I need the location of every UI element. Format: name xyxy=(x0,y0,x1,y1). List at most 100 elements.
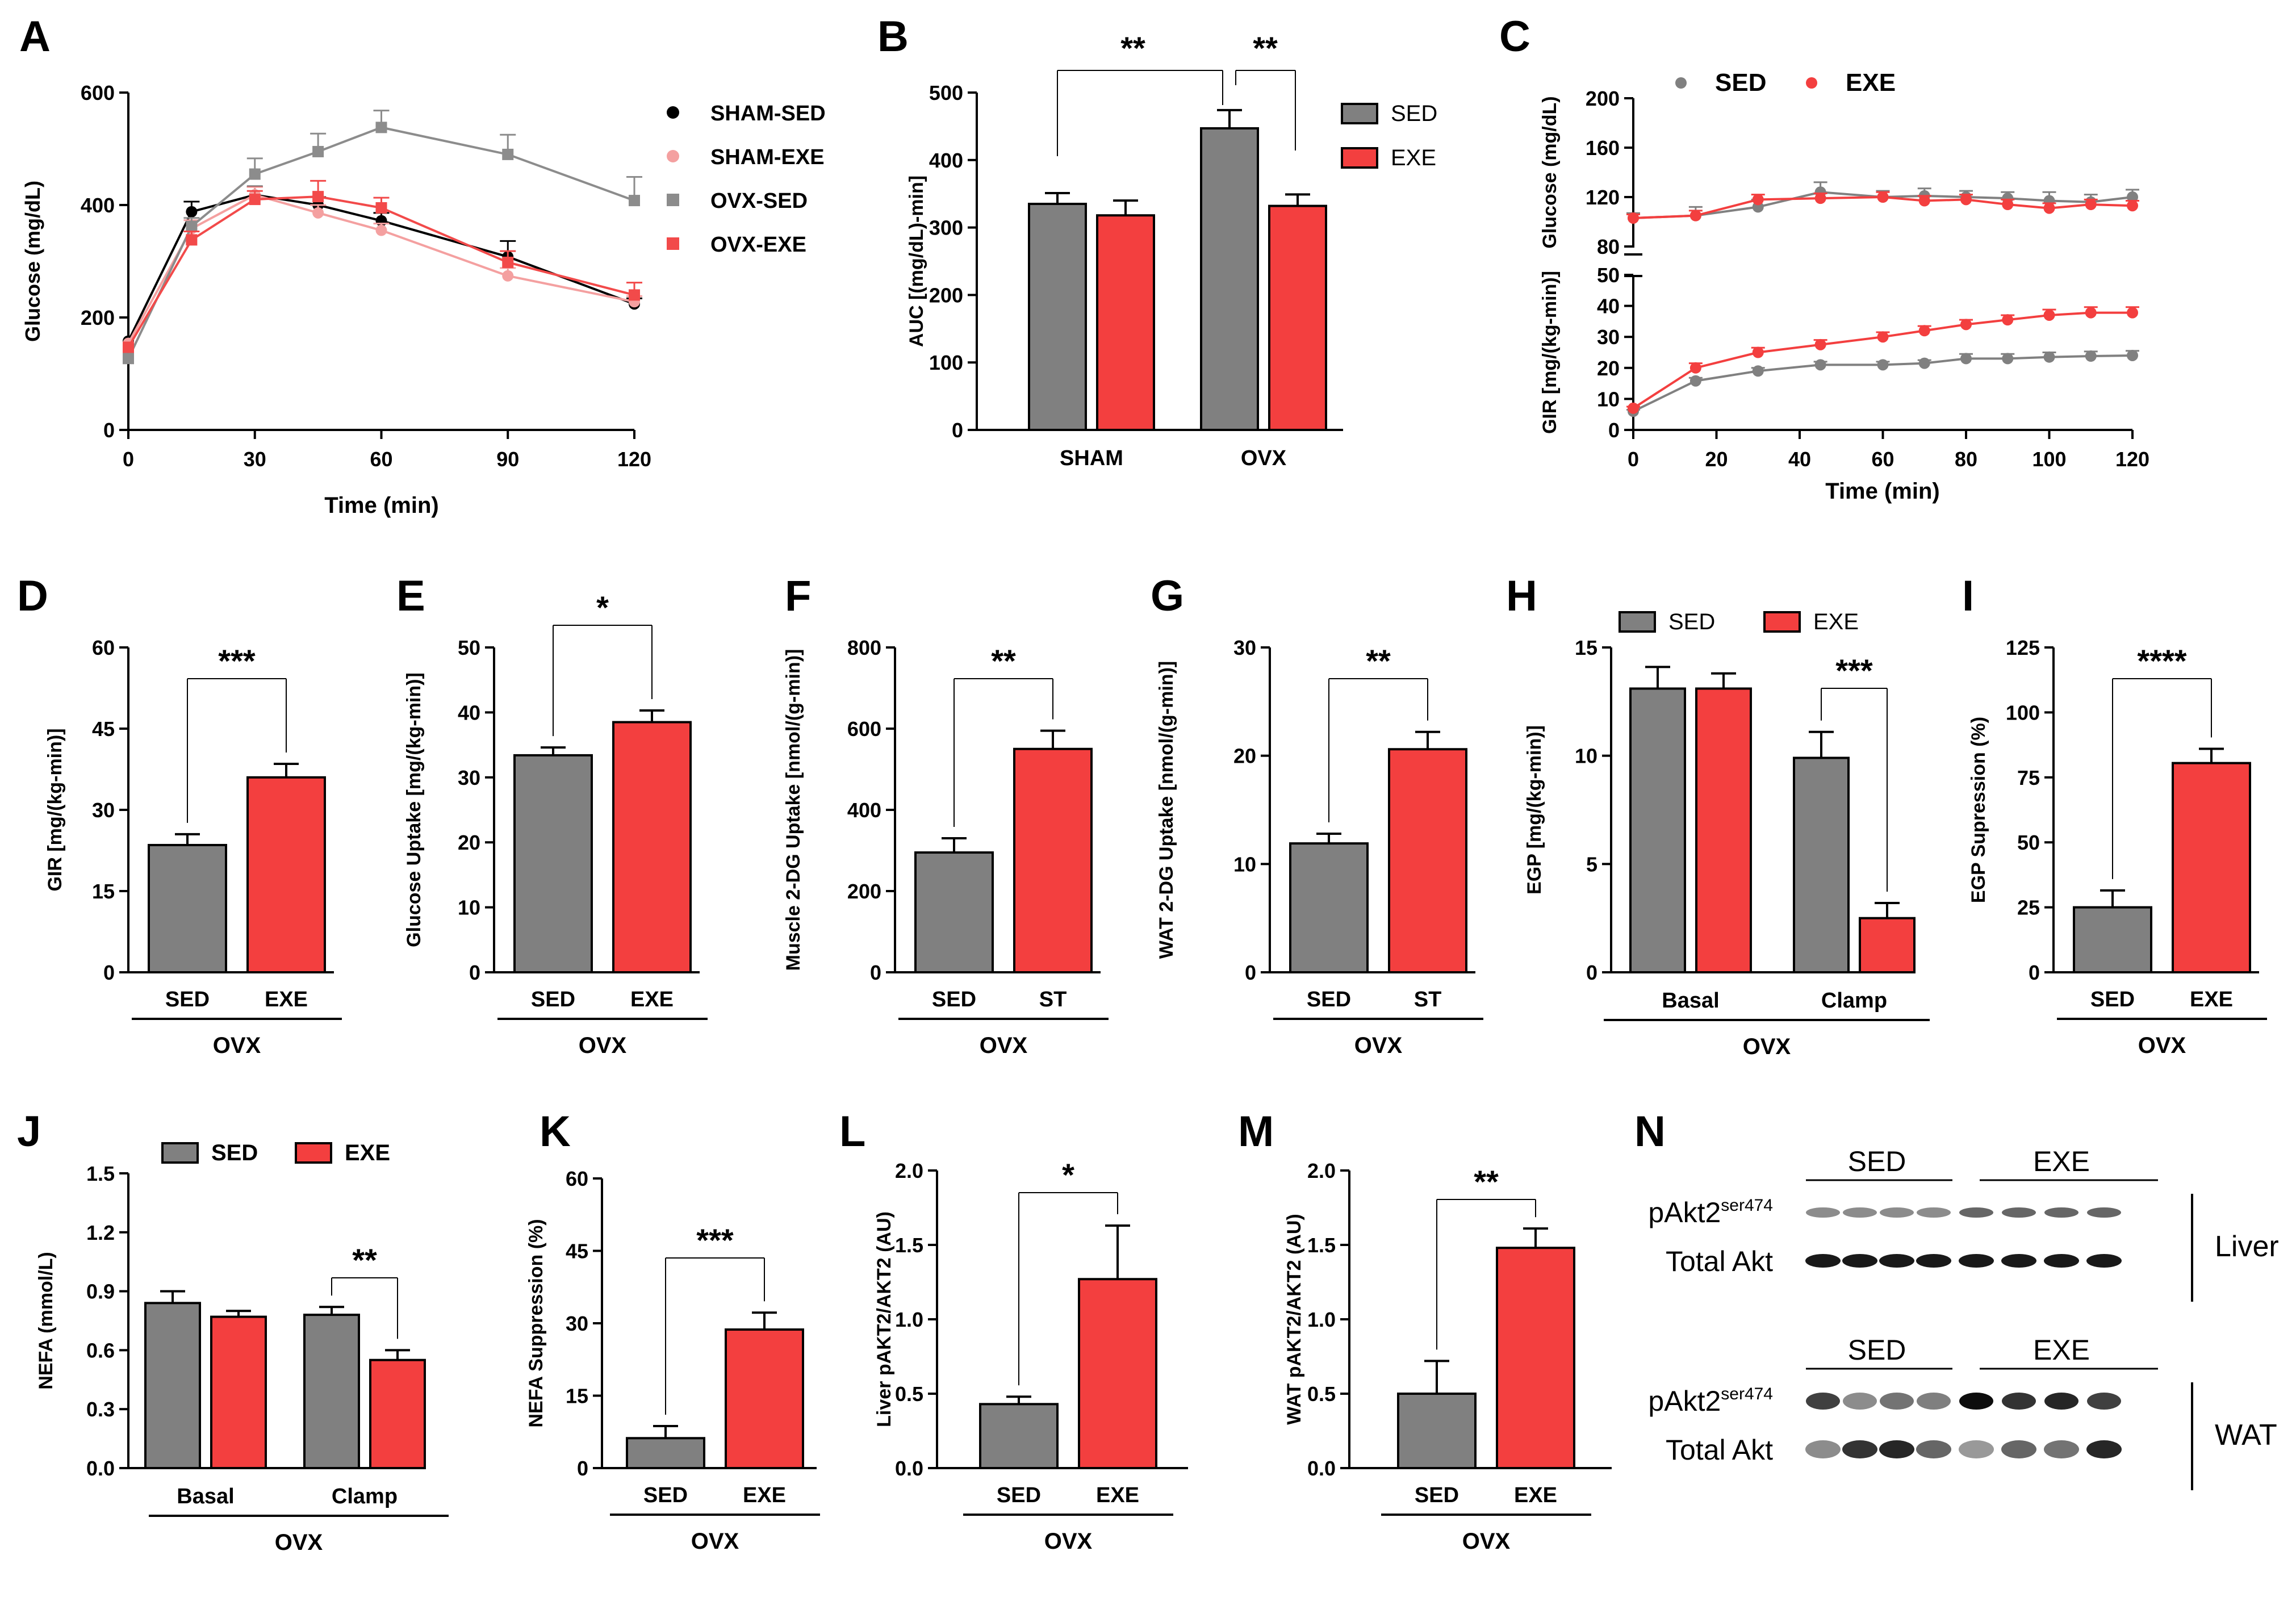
y-tick-label: 300 xyxy=(929,216,963,240)
bar-st xyxy=(1388,748,1467,974)
blot-band-name: pAkt2 xyxy=(1648,1197,1721,1228)
blot-tissue-label: WAT xyxy=(2215,1419,2277,1452)
blot-band xyxy=(1879,1440,1914,1458)
y-tick-label: 30 xyxy=(458,766,480,789)
blot-band xyxy=(2001,1254,2036,1268)
y-tick-label: 75 xyxy=(2017,766,2040,789)
legend-label: SHAM-EXE xyxy=(710,145,825,169)
bar-sed xyxy=(2073,906,2152,973)
bar-sed xyxy=(1289,842,1369,974)
y-tick-label: 200 xyxy=(929,283,963,307)
panel-letter-A: A xyxy=(19,12,51,61)
legend-swatch xyxy=(1619,611,1656,633)
y-tick-label: 0 xyxy=(952,419,963,442)
blot-band-name: pAkt2 xyxy=(1648,1385,1721,1417)
panel-letter-B: B xyxy=(877,12,909,61)
x-category-label: Basal xyxy=(177,1485,234,1508)
x-category-label: SHAM xyxy=(1060,446,1123,470)
y-tick-label: 50 xyxy=(1597,264,1620,287)
data-point xyxy=(2043,309,2055,321)
y-tick-label: 0.5 xyxy=(1307,1382,1336,1406)
y-tick-label: 0.6 xyxy=(86,1339,115,1362)
y-tick-label: 100 xyxy=(929,351,963,374)
data-point xyxy=(312,145,324,157)
x-tick-label: 60 xyxy=(370,448,392,471)
y-tick-label: 0 xyxy=(469,961,480,984)
group-label: OVX xyxy=(1743,1034,1791,1059)
x-category-label: EXE xyxy=(1514,1483,1557,1507)
data-point xyxy=(2127,191,2138,203)
blot-group-label: EXE xyxy=(2033,1146,2090,1177)
bar-sed xyxy=(513,754,593,974)
y-tick-label: 10 xyxy=(1233,852,1256,876)
blot-band-superscript: ser474 xyxy=(1721,1196,1773,1215)
x-tick-label: 100 xyxy=(2032,448,2066,471)
bar-sed xyxy=(626,1437,705,1470)
x-tick-label: 40 xyxy=(1788,448,1811,471)
data-point xyxy=(1918,357,1930,369)
y-tick-label: 50 xyxy=(2017,831,2040,854)
y-axis-title: EGP [mg/(kg-min)] xyxy=(1524,725,1545,894)
y-tick-label: 600 xyxy=(81,81,115,104)
legend-swatch xyxy=(295,1142,332,1164)
y-tick-label: 120 xyxy=(1586,186,1620,209)
data-point xyxy=(1960,319,1972,331)
legend-marker xyxy=(1675,77,1687,89)
data-point xyxy=(629,195,640,207)
x-category-label: SED xyxy=(531,988,575,1011)
y-tick-label: 125 xyxy=(2006,636,2040,659)
bar-sed xyxy=(979,1403,1059,1470)
significance-stars: ** xyxy=(1120,30,1145,66)
data-point xyxy=(1960,194,1972,206)
y-axis-title: Muscle 2-DG Uptake [nmol/(g-min)] xyxy=(783,649,804,971)
panel-letter-H: H xyxy=(1506,572,1537,620)
y-axis-title: NEFA Suppression (%) xyxy=(525,1219,547,1427)
y-tick-label: 200 xyxy=(847,880,881,903)
blot-band-label: Total Akt xyxy=(1666,1245,1773,1277)
y-axis-title: Glucose Uptake [mg/(kg-min)] xyxy=(403,672,425,947)
bar-exe xyxy=(725,1328,804,1470)
y-tick-label: 400 xyxy=(81,194,115,217)
legend-label: SED xyxy=(1715,69,1766,97)
blot-band xyxy=(1959,1393,1993,1410)
y-tick-label: 160 xyxy=(1586,136,1620,160)
bar-exe xyxy=(2172,762,2251,973)
data-point xyxy=(502,256,514,268)
data-point xyxy=(2127,349,2138,361)
data-point xyxy=(186,234,198,246)
significance-stars: * xyxy=(1062,1157,1074,1193)
panel-letter-K: K xyxy=(540,1107,571,1156)
legend-marker xyxy=(667,194,679,206)
data-point xyxy=(1689,362,1701,374)
blot-band xyxy=(1805,1254,1841,1268)
blot-band xyxy=(1916,1440,1951,1458)
x-category-label: Clamp xyxy=(1821,989,1887,1013)
bar-st xyxy=(1013,747,1093,973)
data-point xyxy=(1814,359,1826,371)
group-label: OVX xyxy=(1462,1529,1511,1554)
bar-sed-clamp xyxy=(1793,756,1850,973)
y-tick-label: 60 xyxy=(92,636,115,659)
group-label: OVX xyxy=(1354,1033,1403,1058)
x-tick-label: 90 xyxy=(496,448,519,471)
data-point xyxy=(2002,314,2014,326)
y-tick-label: 1.0 xyxy=(895,1308,923,1331)
blot-band xyxy=(1805,1440,1841,1458)
data-point xyxy=(1689,375,1701,387)
y-tick-label: 30 xyxy=(566,1312,588,1335)
x-tick-label: 80 xyxy=(1955,448,1977,471)
panel-letter-F: F xyxy=(785,572,811,620)
y-tick-label: 40 xyxy=(458,701,480,724)
blot-group-label: SED xyxy=(1848,1146,1906,1177)
blot-band xyxy=(1843,1207,1877,1218)
blot-band xyxy=(2087,1393,2121,1410)
legend-label: EXE xyxy=(345,1140,390,1165)
legend-label: SHAM-SED xyxy=(710,102,826,126)
x-category-label: EXE xyxy=(743,1483,786,1507)
data-point xyxy=(2085,199,2097,211)
data-point xyxy=(312,191,324,203)
panel-letter-J: J xyxy=(17,1107,41,1156)
blot-band xyxy=(2001,1440,2036,1458)
y-tick-label: 0 xyxy=(870,961,881,984)
x-tick-label: 0 xyxy=(1628,448,1639,471)
